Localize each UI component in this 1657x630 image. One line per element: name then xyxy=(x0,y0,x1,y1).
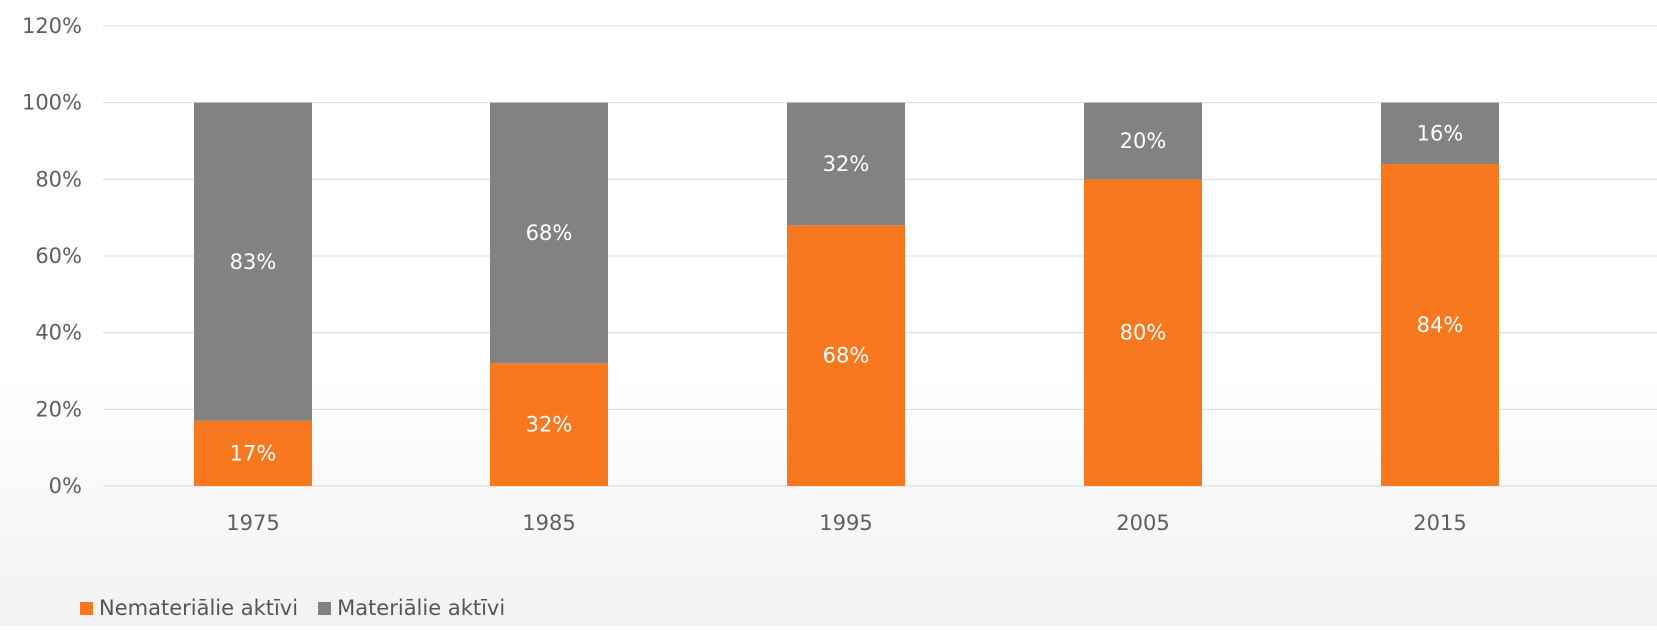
bar-segment-nemateriālie-1995 xyxy=(787,225,905,487)
x-tick-label: 2005 xyxy=(1116,511,1169,535)
x-axis: 1975 1985 1995 2005 2015 xyxy=(226,511,1466,535)
y-tick-label: 0% xyxy=(49,474,82,498)
legend-label-nemateriālie: Nemateriālie aktīvi xyxy=(99,596,299,620)
bar-segment-nemateriālie-1985 xyxy=(490,363,608,486)
data-label: 17% xyxy=(230,441,277,465)
data-label: 32% xyxy=(823,152,870,176)
data-label: 20% xyxy=(1120,129,1167,153)
bar-segment-materiālie-2005 xyxy=(1084,102,1202,180)
y-tick-label: 20% xyxy=(35,397,82,421)
data-label: 68% xyxy=(823,344,870,368)
y-axis: 0% 20% 40% 60% 80% 100% 120% xyxy=(22,14,82,498)
bar-segment-nemateriālie-2005 xyxy=(1084,179,1202,487)
y-tick-label: 40% xyxy=(35,321,82,345)
data-label: 16% xyxy=(1417,121,1464,145)
data-label: 80% xyxy=(1120,321,1167,345)
x-tick-label: 1975 xyxy=(226,511,279,535)
legend-item-materiālie: Materiālie aktīvi xyxy=(318,596,505,620)
x-tick-label: 1995 xyxy=(819,511,872,535)
y-tick-label: 120% xyxy=(22,14,82,38)
y-tick-label: 80% xyxy=(35,167,82,191)
data-label: 32% xyxy=(526,413,573,437)
legend-swatch-nemateriālie xyxy=(80,601,93,615)
bar-segment-materiālie-1975 xyxy=(194,102,312,421)
data-label: 68% xyxy=(526,221,573,245)
data-labels: 17% 83% 32% 68% 68% 32% 80% 20% 84% 16% xyxy=(230,121,1464,465)
bar-segment-materiālie-1995 xyxy=(787,102,905,226)
bar-segment-materiālie-2015 xyxy=(1381,102,1499,164)
bar-segment-nemateriālie-2015 xyxy=(1381,164,1499,486)
y-tick-label: 100% xyxy=(22,91,82,115)
legend-item-nemateriālie: Nemateriālie aktīvi xyxy=(80,596,298,620)
data-label: 84% xyxy=(1417,313,1464,337)
x-tick-label: 2015 xyxy=(1413,511,1466,535)
y-tick-label: 60% xyxy=(35,244,82,268)
data-label: 83% xyxy=(230,250,277,274)
bars xyxy=(194,102,1499,487)
legend: Nemateriālie aktīvi Materiālie aktīvi xyxy=(80,596,505,620)
x-tick-label: 1985 xyxy=(522,511,575,535)
bar-segment-nemateriālie-1975 xyxy=(194,420,312,486)
legend-label-materiālie: Materiālie aktīvi xyxy=(337,596,506,620)
legend-swatch-materiālie xyxy=(318,601,332,615)
bar-segment-materiālie-1985 xyxy=(490,102,608,364)
